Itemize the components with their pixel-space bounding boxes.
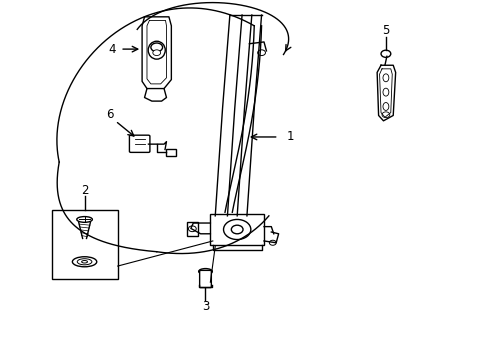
Circle shape [231,225,243,234]
Text: 6: 6 [105,108,113,121]
Circle shape [153,50,160,55]
Ellipse shape [382,74,388,82]
Circle shape [381,112,389,118]
FancyBboxPatch shape [210,214,264,244]
Text: 2: 2 [81,184,88,197]
Bar [52,211,118,279]
Circle shape [151,43,162,51]
Text: 4: 4 [108,42,115,55]
Bar [166,149,176,156]
Ellipse shape [77,217,92,222]
Text: 1: 1 [286,130,294,144]
Text: 3: 3 [202,300,209,313]
Circle shape [380,50,390,57]
Ellipse shape [382,88,388,96]
Bar [186,222,197,235]
Circle shape [257,50,265,55]
Circle shape [223,220,250,239]
Circle shape [188,226,196,231]
Ellipse shape [382,103,388,111]
Ellipse shape [77,259,92,265]
FancyBboxPatch shape [129,135,150,152]
Circle shape [269,240,276,245]
FancyBboxPatch shape [199,270,211,288]
Ellipse shape [148,41,165,59]
Text: 5: 5 [382,24,389,37]
Ellipse shape [81,261,87,263]
Ellipse shape [198,269,212,274]
Ellipse shape [72,257,97,267]
